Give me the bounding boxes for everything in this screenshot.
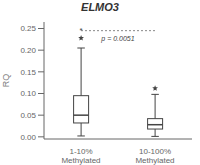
svg-text:*: *	[79, 26, 82, 35]
svg-text:1-10%Methylated: 1-10%Methylated	[61, 147, 100, 165]
svg-text:0.05: 0.05	[20, 111, 36, 120]
html-text:ELMO3: ELMO3	[81, 1, 119, 13]
svg-text:p = 0.0051: p = 0.0051	[100, 35, 134, 43]
svg-text:RQ: RQ	[8, 74, 11, 88]
svg-text:0.25: 0.25	[20, 24, 36, 33]
svg-text:0.00: 0.00	[20, 133, 36, 142]
svg-text:0.15: 0.15	[20, 68, 36, 77]
svg-text:0.20: 0.20	[20, 46, 36, 55]
svg-text:10-100%Methylated: 10-100%Methylated	[135, 147, 174, 165]
svg-text:0.10: 0.10	[20, 89, 36, 98]
